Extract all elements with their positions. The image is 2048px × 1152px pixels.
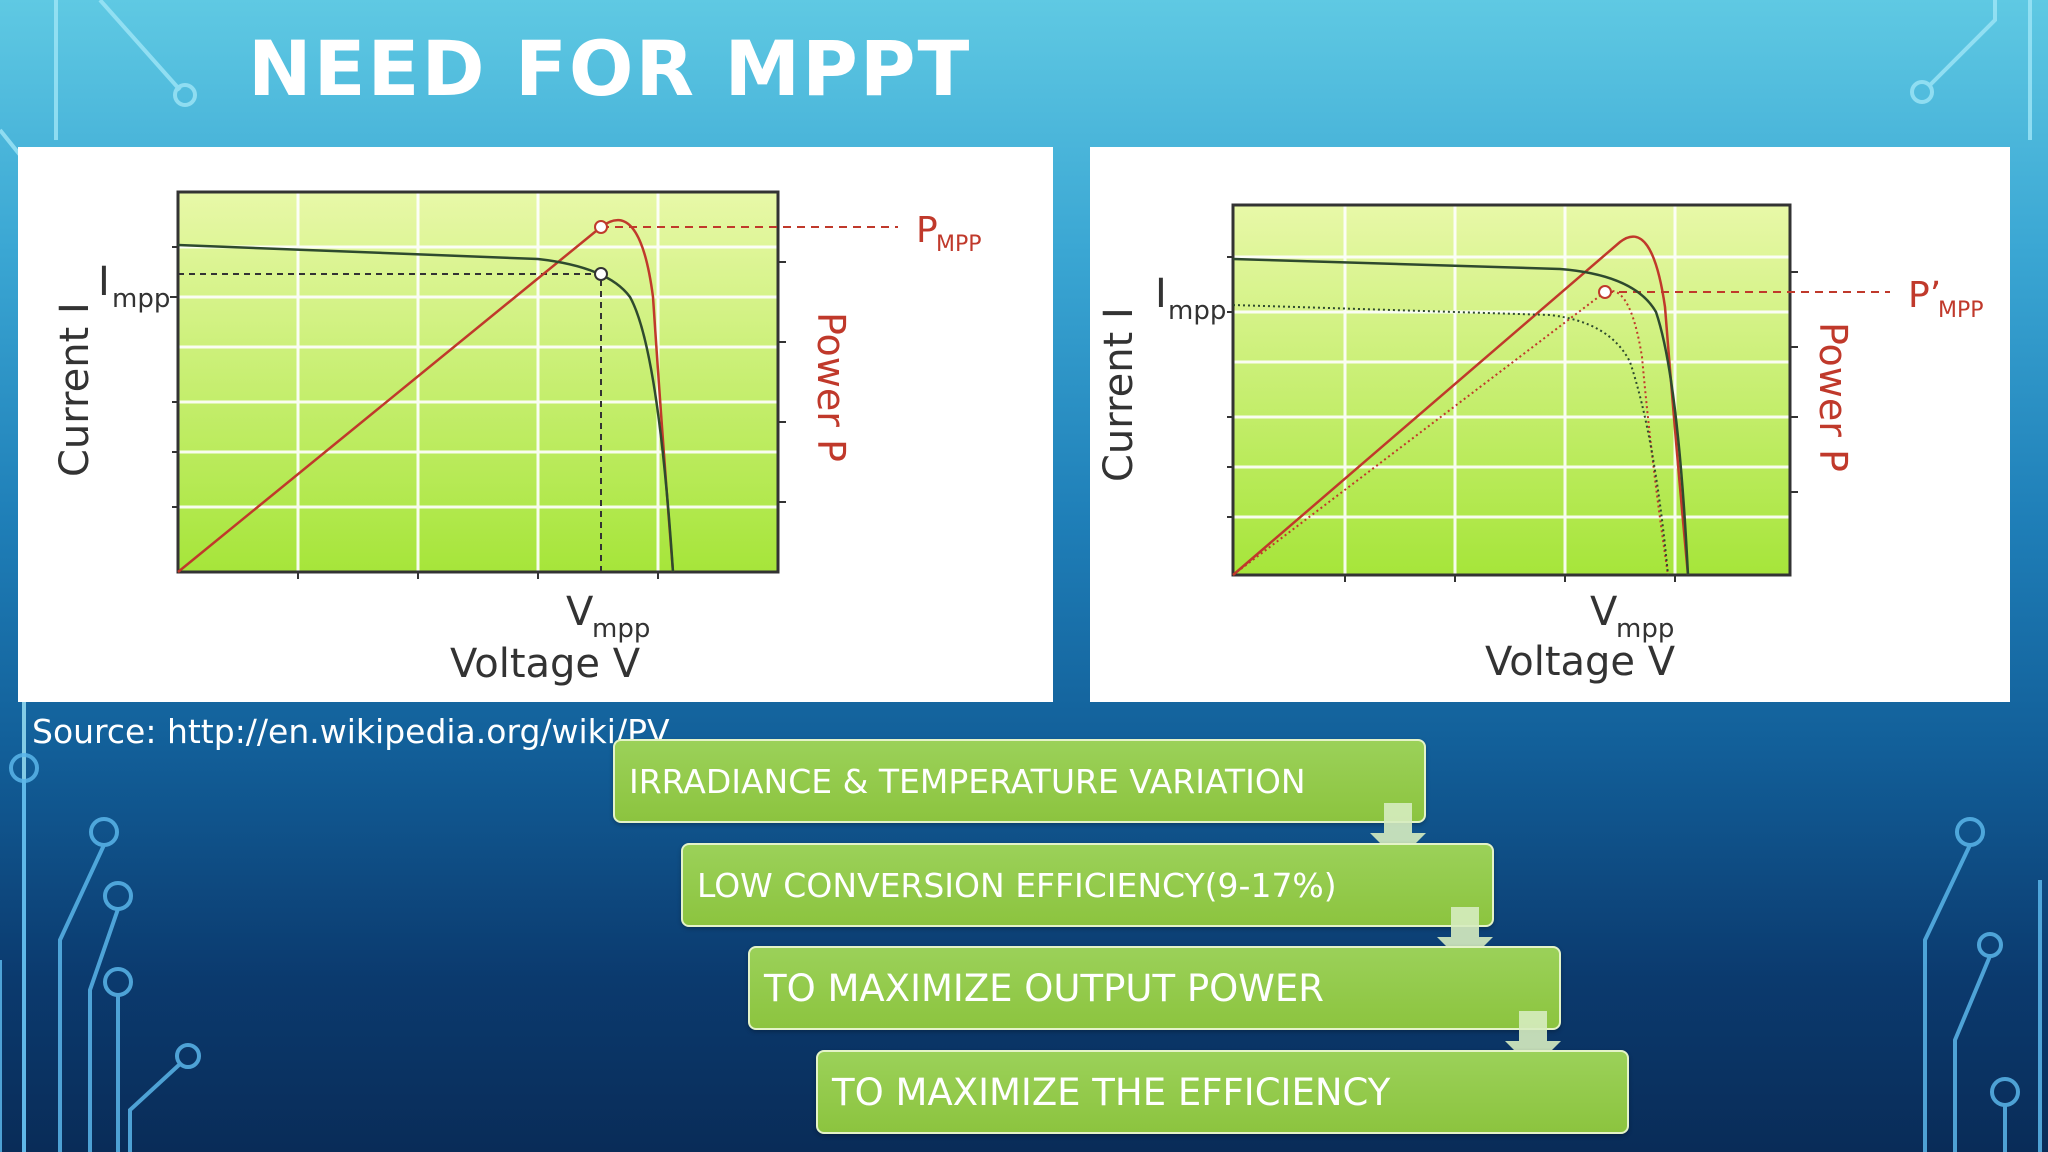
pmpp-point: [1598, 285, 1612, 299]
pmpp-label: P’: [1908, 275, 1941, 316]
vmpp-sub: mpp: [592, 614, 650, 644]
pmpp-sub: MPP: [1938, 298, 1984, 323]
source-citation: Source: http://en.wikipedia.org/wiki/PV: [32, 712, 670, 751]
iv-pv-chart-panel: Current I Power P Voltage V I mpp V mpp …: [18, 147, 1053, 702]
flow-step-maximize-power: TO MAXIMIZE OUTPUT POWER: [748, 946, 1561, 1030]
pmpp-sub: MPP: [936, 232, 982, 257]
vmpp-label: V: [566, 589, 594, 635]
iv-pv-chart: Current I Power P Voltage V I mpp V mpp …: [52, 190, 982, 687]
current-curve: [1232, 257, 1690, 576]
impp-sub: mpp: [112, 284, 170, 314]
page-title: NEED FOR MPPT: [248, 24, 972, 113]
y-axis-label: Current I: [52, 302, 98, 477]
flow-step-maximize-efficiency: TO MAXIMIZE THE EFFICIENCY: [816, 1050, 1629, 1134]
grid-lines: [178, 192, 778, 572]
current-curve: [177, 243, 675, 573]
pmpp-point: [594, 220, 608, 234]
y2-axis-label: Power P: [1811, 322, 1855, 472]
axis-ticks: [1227, 256, 1798, 582]
vmpp-label: V: [1590, 589, 1618, 635]
vmpp-sub: mpp: [1616, 614, 1674, 644]
impp-point: [594, 267, 608, 281]
impp-label: I: [98, 259, 110, 305]
impp-sub: mpp: [1168, 296, 1226, 326]
plot-frame: [176, 190, 780, 574]
flow-step-irradiance: IRRADIANCE & TEMPERATURE VARIATION: [613, 739, 1426, 823]
x-axis-label: Voltage V: [450, 641, 641, 687]
plot-frame: [1231, 203, 1792, 577]
power-curve-reduced: [1232, 289, 1669, 576]
iv-pv-variation-chart-panel: Current I Power P Voltage V I mpp V mpp …: [1090, 147, 2010, 702]
iv-pv-variation-chart: Current I Power P Voltage V I mpp V mpp …: [1096, 203, 1984, 685]
flow-step-low-efficiency: LOW CONVERSION EFFICIENCY(9-17%): [681, 843, 1494, 927]
impp-label: I: [1155, 271, 1167, 317]
axis-ticks: [170, 246, 786, 579]
y-axis-label: Current I: [1096, 307, 1142, 482]
plot-area: [178, 192, 778, 572]
x-axis-label: Voltage V: [1485, 639, 1676, 685]
y2-axis-label: Power P: [809, 312, 853, 462]
power-curve: [1232, 235, 1690, 576]
pmpp-label: P: [916, 210, 938, 251]
